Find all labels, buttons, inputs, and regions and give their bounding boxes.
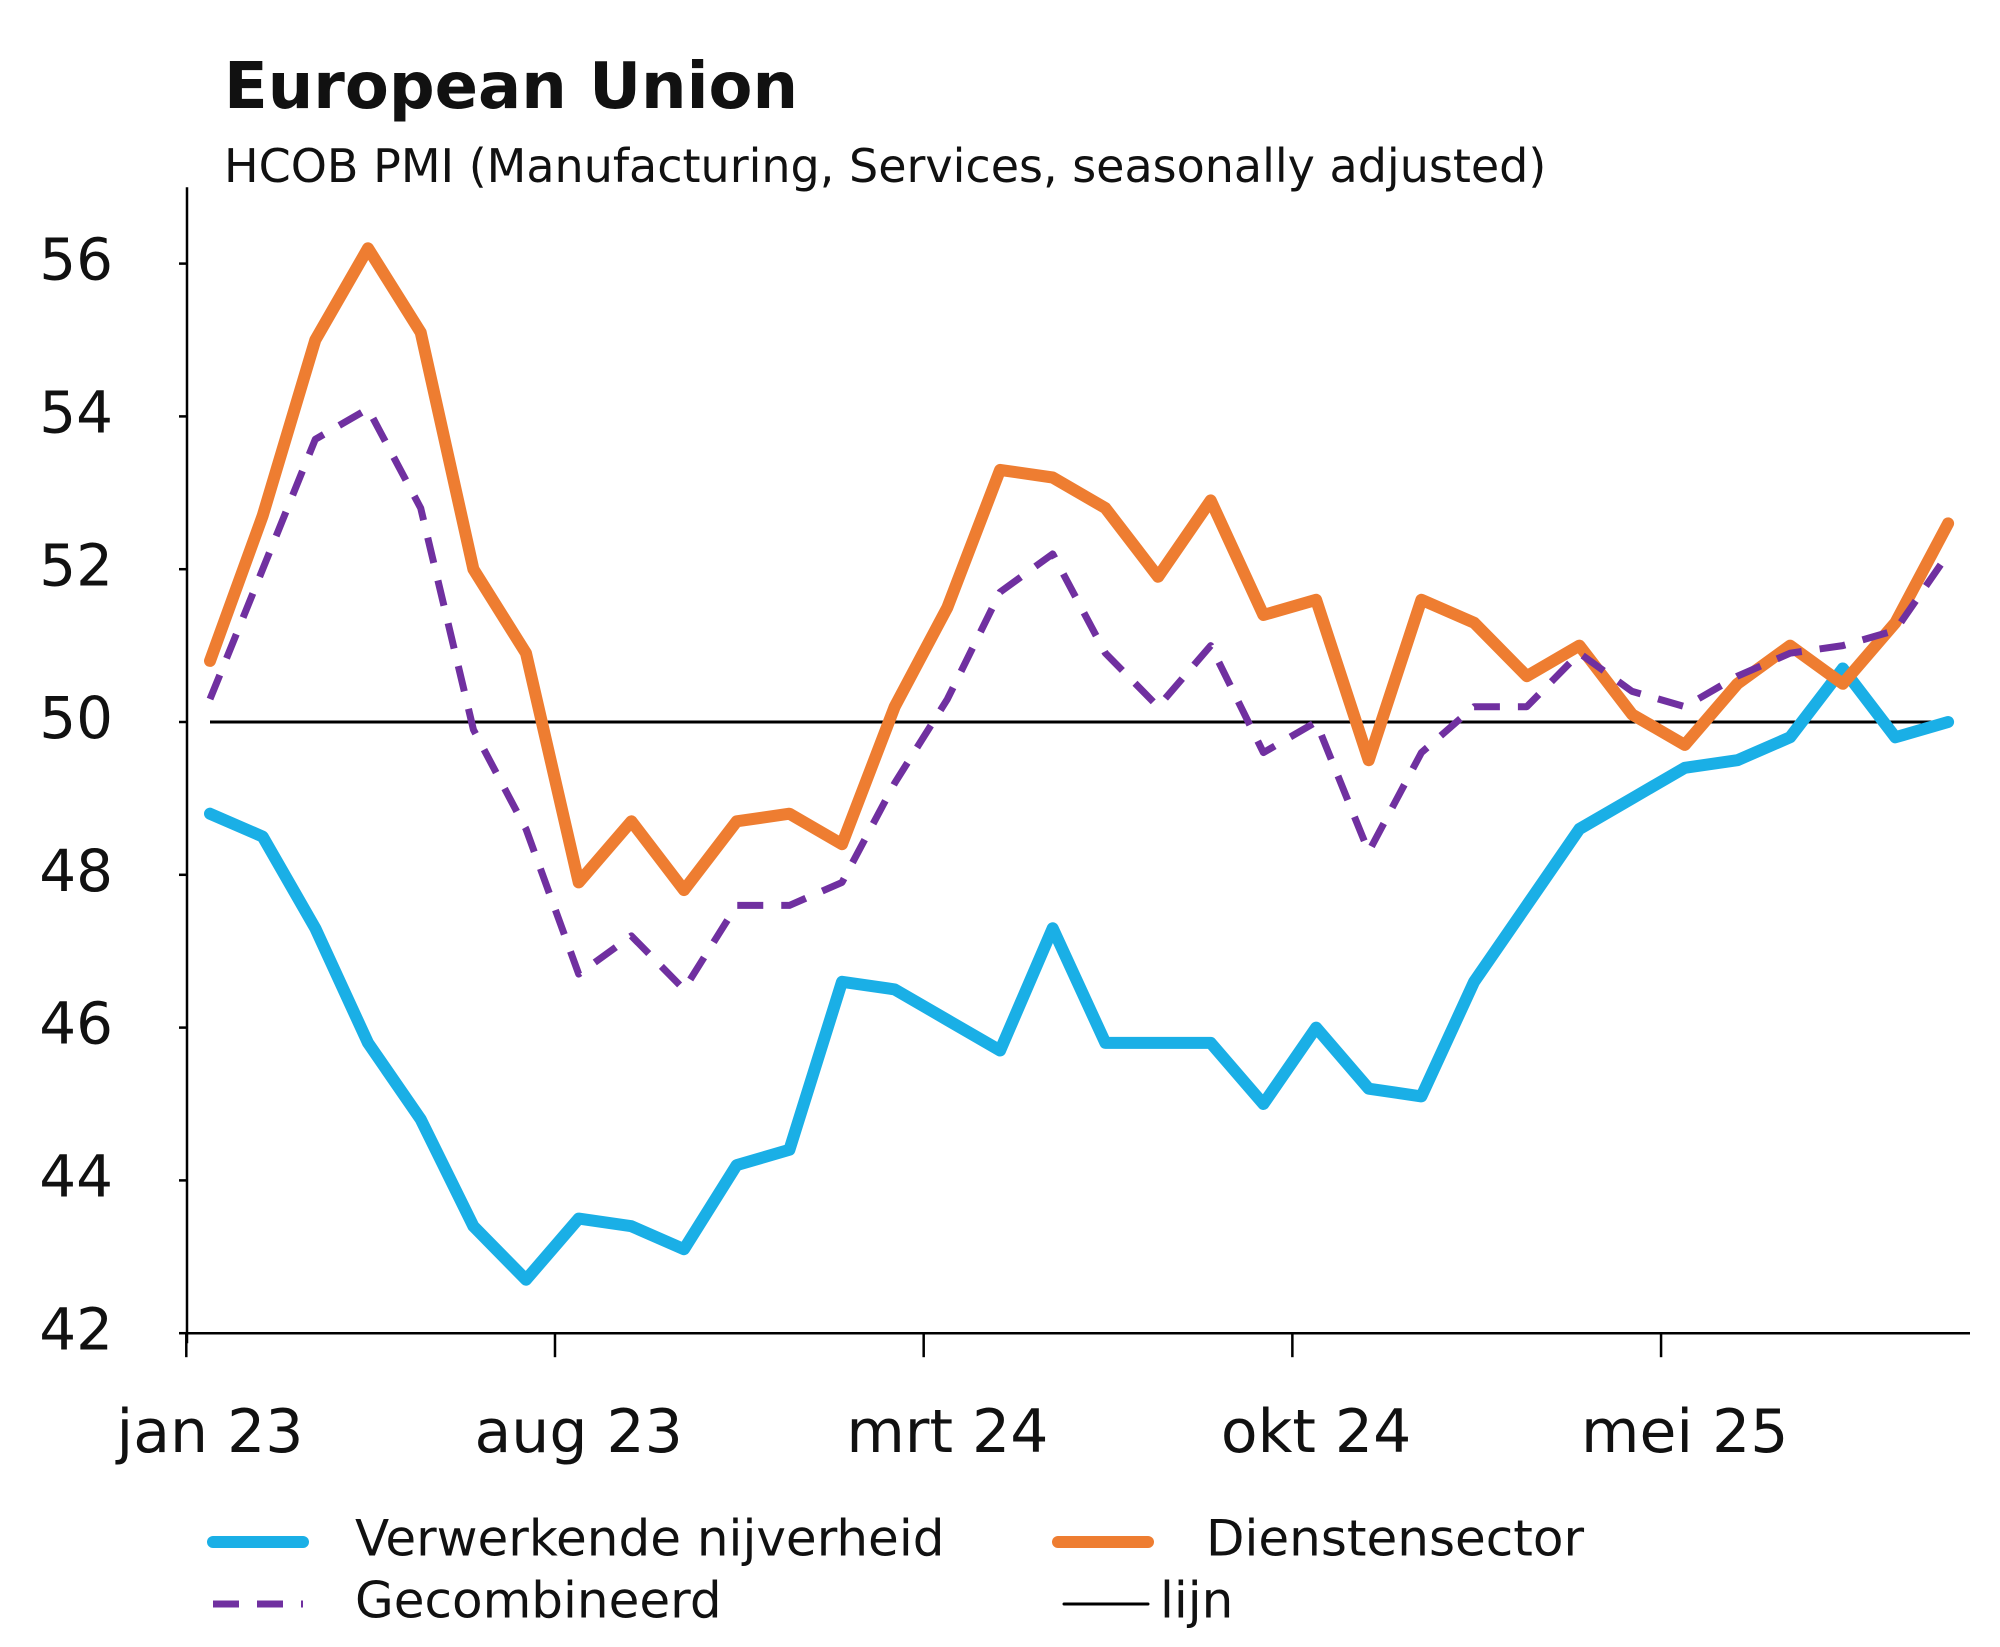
legend: Verwerkende nijverheid Dienstensector Geco…: [207, 1510, 1584, 1630]
x-tick-label: jan 23: [115, 1397, 304, 1467]
y-tick-label: 44: [39, 1143, 113, 1211]
y-tick-label: 56: [39, 226, 113, 294]
axes: 42 44 46 48 50 52 54 56 jan 23 aug 23 mrt 24 okt 24…: [39, 187, 1970, 1467]
x-tick-label: okt 24: [1221, 1397, 1411, 1467]
x-tick-label: mei 25: [1581, 1397, 1788, 1467]
legend-label: Verwerkende nijverheid: [355, 1510, 944, 1568]
legend-label: lijn: [1160, 1572, 1233, 1630]
y-tick-label: 46: [39, 990, 113, 1058]
x-tick-label: aug 23: [475, 1397, 683, 1467]
series-line-dienstensector: [204, 242, 1955, 897]
y-tick-label: 50: [39, 684, 113, 752]
y-tick-label: 42: [39, 1295, 113, 1363]
series-lines: [204, 242, 1955, 1286]
y-tick-label: 48: [39, 837, 113, 905]
y-tick-label: 54: [39, 379, 113, 447]
chart-subtitle: HCOB PMI (Manufacturing, Services, seaso…: [224, 139, 1546, 193]
chart-title: European Union: [224, 50, 798, 124]
legend-label: Gecombineerd: [355, 1572, 722, 1630]
x-tick-label: mrt 24: [846, 1397, 1048, 1467]
series-line-gecombineerd: [206, 405, 1951, 993]
y-tick-label: 52: [39, 531, 113, 599]
legend-label: Dienstensector: [1206, 1510, 1584, 1568]
series-line-verwerkende-nijverheid: [204, 662, 1955, 1286]
